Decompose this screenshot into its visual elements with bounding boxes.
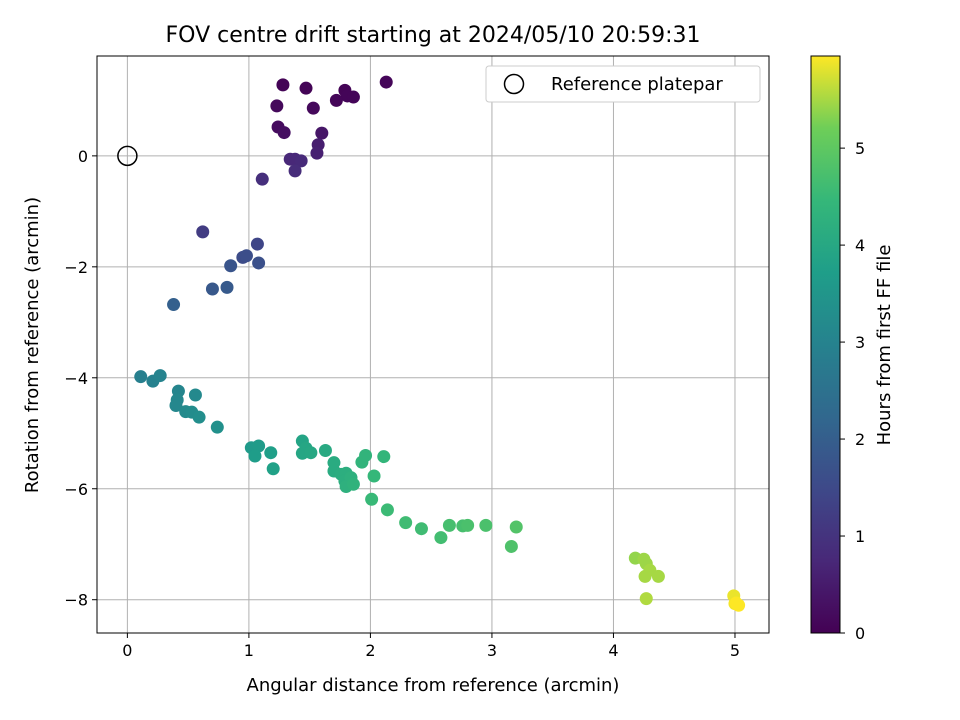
scatter-point: [399, 516, 413, 530]
x-axis-label: Angular distance from reference (arcmin): [247, 675, 620, 696]
scatter-point: [250, 237, 264, 251]
scatter-point: [169, 399, 183, 413]
scatter-point: [252, 439, 266, 453]
scatter-point: [188, 388, 202, 402]
scatter-point: [276, 78, 290, 92]
scatter-point: [377, 450, 391, 464]
scatter-point: [365, 492, 379, 506]
x-tick-label: 3: [487, 641, 497, 660]
scatter-point: [252, 256, 266, 270]
scatter-point: [205, 282, 219, 296]
scatter-point: [248, 449, 262, 463]
scatter-point: [329, 93, 343, 107]
scatter-point: [288, 164, 302, 178]
x-tick-label: 1: [244, 641, 254, 660]
scatter-point: [379, 75, 393, 89]
scatter-point: [306, 101, 320, 115]
colorbar-tick-label: 3: [855, 333, 865, 352]
scatter-point: [153, 369, 167, 383]
legend-entry-reference: Reference platepar: [551, 74, 723, 95]
y-tick-label: −2: [64, 258, 88, 277]
scatter-point: [359, 448, 373, 462]
legend: Reference platepar: [485, 65, 761, 103]
scatter-point: [504, 539, 518, 553]
scatter-point: [196, 225, 210, 239]
reference-platepar-marker: [117, 145, 138, 167]
scatter-point: [479, 518, 493, 532]
scatter-point: [461, 518, 475, 532]
colorbar-tick-label: 2: [855, 430, 865, 449]
scatter-point: [277, 126, 291, 140]
scatter-point: [299, 81, 313, 95]
y-axis-label: Rotation from reference (arcmin): [22, 197, 43, 493]
scatter-point: [315, 126, 329, 140]
scatter-point: [224, 259, 238, 273]
colorbar-gradient: [811, 56, 840, 633]
scatter-point: [318, 443, 332, 457]
scatter-point: [134, 370, 148, 384]
x-tick-label: 5: [730, 641, 740, 660]
scatter-point: [294, 154, 308, 168]
grid-lines: [97, 56, 769, 633]
scatter-point: [346, 90, 360, 104]
colorbar-tick-label: 4: [855, 236, 865, 255]
y-tick-label: 0: [78, 147, 88, 166]
x-tick-label: 0: [122, 641, 132, 660]
scatter-point: [380, 503, 394, 517]
scatter-point: [651, 569, 665, 583]
legend-reference-marker: [503, 73, 525, 95]
colorbar-tick-label: 0: [855, 624, 865, 643]
scatter-point: [270, 99, 284, 113]
x-tick-label: 4: [608, 641, 618, 660]
scatter-point: [442, 518, 456, 532]
scatter-point: [304, 446, 318, 460]
scatter-point: [266, 462, 280, 476]
y-tick-label: −6: [64, 480, 88, 499]
plot-frame: [96, 55, 770, 634]
scatter-point: [729, 596, 743, 610]
x-axis-ticks: 0 1 2 3 4 5: [122, 633, 740, 660]
scatter-point: [167, 298, 181, 312]
scatter-point: [367, 469, 381, 483]
scatter-point: [509, 520, 523, 534]
scatter-point: [639, 592, 653, 606]
scatter-point: [210, 420, 224, 434]
reference-marker-layer: [117, 145, 138, 167]
data-points: [134, 75, 746, 612]
colorbar-tick-label: 1: [855, 527, 865, 546]
y-tick-label: −8: [64, 591, 88, 610]
scatter-point: [192, 410, 206, 424]
chart-title: FOV centre drift starting at 2024/05/10 …: [166, 23, 701, 48]
colorbar-tick-label: 5: [855, 139, 865, 158]
scatter-point: [414, 522, 428, 536]
colorbar-frame: [810, 55, 841, 634]
colorbar: 0 1 2 3 4 5 Hours from first FF file: [810, 55, 895, 643]
legend-box: [485, 65, 761, 103]
x-tick-label: 2: [365, 641, 375, 660]
scatter-point: [239, 249, 253, 263]
scatter-point: [638, 569, 652, 583]
scatter-point: [310, 146, 324, 160]
scatter-point: [434, 531, 448, 545]
colorbar-label: Hours from first FF file: [874, 245, 895, 446]
scatter-point: [255, 172, 269, 186]
colorbar-ticks: 0 1 2 3 4 5: [840, 139, 865, 643]
y-tick-label: −4: [64, 369, 88, 388]
scatter-point: [346, 477, 360, 491]
y-axis-ticks: −8 −6 −4 −2 0: [64, 147, 97, 610]
scatter-point: [220, 280, 234, 294]
scatter-point: [264, 446, 278, 460]
